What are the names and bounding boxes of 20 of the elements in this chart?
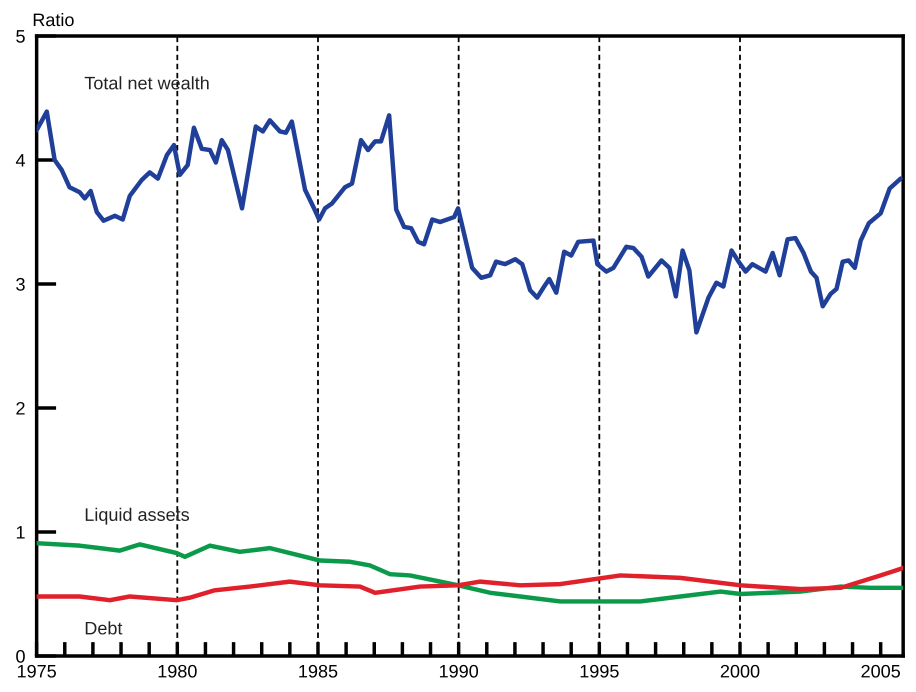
- line-series: [36, 540, 904, 604]
- x-tick-label: 2000: [720, 664, 760, 678]
- y-tick-label: 0: [16, 650, 25, 663]
- x-tick-label: 1980: [158, 664, 197, 678]
- y-tick-label: 1: [16, 526, 25, 539]
- x-tick-label: 1990: [440, 664, 478, 678]
- x-tick-label: 2005: [861, 664, 900, 678]
- y-tick-label: 5: [16, 30, 25, 43]
- x-tick-label: 1985: [299, 664, 338, 678]
- y-tick-label: 3: [16, 278, 25, 291]
- series-label: Liquid assets: [86, 508, 190, 525]
- series-label: Debt: [86, 621, 122, 635]
- text: Total net wealth: [84, 76, 209, 90]
- y-tick-label: 2: [16, 402, 25, 415]
- line-series: [36, 566, 904, 602]
- y-tick-label: 4: [16, 154, 25, 167]
- line-series: [36, 109, 903, 335]
- x-tick-label: 1975: [18, 664, 56, 678]
- x-tick-label: 1995: [580, 664, 619, 678]
- y-axis-title: Ratio: [34, 12, 74, 26]
